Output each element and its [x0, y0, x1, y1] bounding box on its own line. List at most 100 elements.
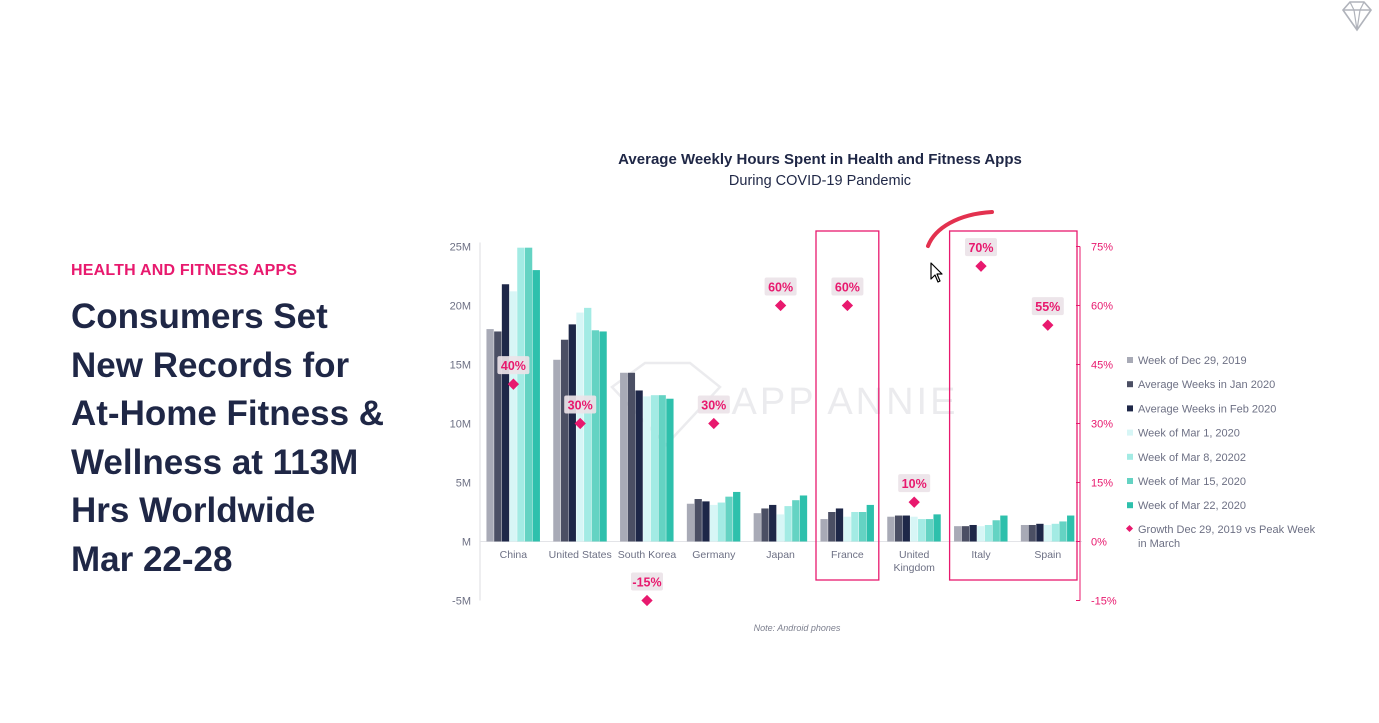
bar	[666, 398, 674, 542]
growth-label-bg	[564, 395, 597, 414]
bar	[725, 496, 733, 542]
growth-label: 60%	[835, 281, 860, 295]
y2-tick-label: 15%	[1091, 478, 1113, 490]
bar	[961, 526, 970, 542]
bar	[954, 526, 962, 542]
x-tick-label: Germany	[692, 549, 736, 561]
bar	[835, 508, 844, 542]
growth-label-bg	[764, 277, 797, 296]
bar	[992, 520, 1000, 542]
bar	[753, 513, 761, 542]
bar	[969, 524, 977, 542]
bar	[568, 324, 576, 542]
annotation-stroke	[926, 210, 994, 248]
growth-label-bg	[898, 474, 931, 493]
bar	[1000, 515, 1008, 542]
legend-swatch	[1127, 478, 1133, 484]
bar	[851, 512, 859, 542]
bar	[627, 372, 636, 542]
legend-label: Average Weeks in Jan 2020	[1138, 379, 1275, 391]
bar	[984, 524, 993, 542]
bar	[560, 339, 569, 542]
headline-line: Hrs Worldwide	[71, 491, 316, 530]
bar	[517, 247, 525, 542]
x-tick-label: Kingdom	[893, 562, 935, 574]
growth-label: 70%	[968, 241, 993, 255]
y-tick-label: -5M	[452, 596, 471, 608]
mouse-pointer-icon	[930, 262, 943, 283]
bar	[553, 359, 561, 542]
bar	[1036, 523, 1044, 542]
bar	[702, 501, 710, 542]
y2-tick-label: 30%	[1091, 419, 1113, 431]
legend-label: in March	[1138, 538, 1180, 550]
chart-subtitle: During COVID-19 Pandemic	[729, 173, 911, 189]
headline-line: Consumers Set	[71, 297, 328, 336]
bar	[524, 247, 533, 542]
bar	[599, 331, 607, 542]
growth-marker	[975, 260, 987, 272]
x-tick-label: South Korea	[618, 549, 677, 561]
bar	[650, 395, 659, 542]
growth-label: 30%	[568, 399, 593, 413]
bar	[686, 503, 695, 542]
bar	[694, 499, 702, 542]
bar	[1020, 524, 1029, 542]
legend-swatch	[1127, 502, 1133, 509]
bar	[799, 495, 808, 542]
legend-label: Growth Dec 29, 2019 vs Peak Week	[1138, 524, 1316, 536]
headline-line: At-Home Fitness &	[71, 394, 385, 433]
highlight-box	[815, 230, 880, 581]
bar	[658, 395, 666, 542]
watermark: APP ANNIE	[610, 361, 955, 447]
legend-label: Week of Dec 29, 2019	[1138, 355, 1247, 367]
chart-title: Average Weekly Hours Spent in Health and…	[618, 151, 1022, 168]
legend-swatch	[1127, 381, 1133, 388]
growth-label-bg	[497, 356, 530, 375]
bar	[584, 307, 592, 542]
growth-label: 30%	[701, 399, 726, 413]
bar	[933, 514, 941, 542]
legend-swatch	[1127, 429, 1133, 436]
growth-label: 55%	[1035, 300, 1060, 314]
x-tick-label: France	[831, 549, 864, 561]
x-tick-label: Japan	[766, 549, 795, 561]
headline: Consumers Set New Records for At-Home Fi…	[71, 293, 431, 584]
growth-marker	[708, 417, 720, 430]
y-tick-label: 10M	[450, 419, 471, 431]
bar	[1028, 524, 1036, 542]
bar	[717, 502, 725, 542]
legend-swatch	[1127, 357, 1133, 363]
bar	[894, 515, 903, 542]
bar	[1059, 521, 1067, 542]
growth-marker	[908, 496, 920, 508]
bar	[887, 516, 895, 542]
highlight-box	[948, 230, 1078, 581]
growth-label: -15%	[632, 576, 661, 590]
bar	[910, 516, 918, 542]
bar	[828, 512, 836, 542]
growth-label-bg	[831, 277, 864, 296]
section-label: HEALTH AND FITNESS APPS	[71, 262, 298, 279]
chart-note: Note: Android phones	[754, 623, 841, 633]
headline-line: Wellness at 113M	[71, 442, 359, 482]
bar	[858, 512, 867, 542]
x-tick-label: China	[500, 549, 528, 561]
legend-label: Average Weeks in Feb 2020	[1138, 403, 1276, 415]
bar	[733, 491, 741, 542]
bar	[643, 396, 651, 542]
y2-tick-label: 0%	[1091, 537, 1107, 549]
y2-tick-label: 75%	[1091, 242, 1113, 254]
bar	[918, 519, 926, 542]
y-tick-label: M	[462, 537, 471, 549]
bar	[843, 516, 851, 542]
bar	[509, 291, 517, 542]
legend-swatch	[1127, 453, 1133, 460]
y2-tick-label: 45%	[1091, 360, 1113, 372]
bar	[486, 329, 494, 542]
x-tick-label: Italy	[971, 549, 991, 561]
bar	[977, 526, 985, 542]
bar	[620, 372, 628, 542]
legend-swatch	[1127, 405, 1133, 412]
legend-label: Week of Mar 8, 20202	[1138, 452, 1246, 464]
